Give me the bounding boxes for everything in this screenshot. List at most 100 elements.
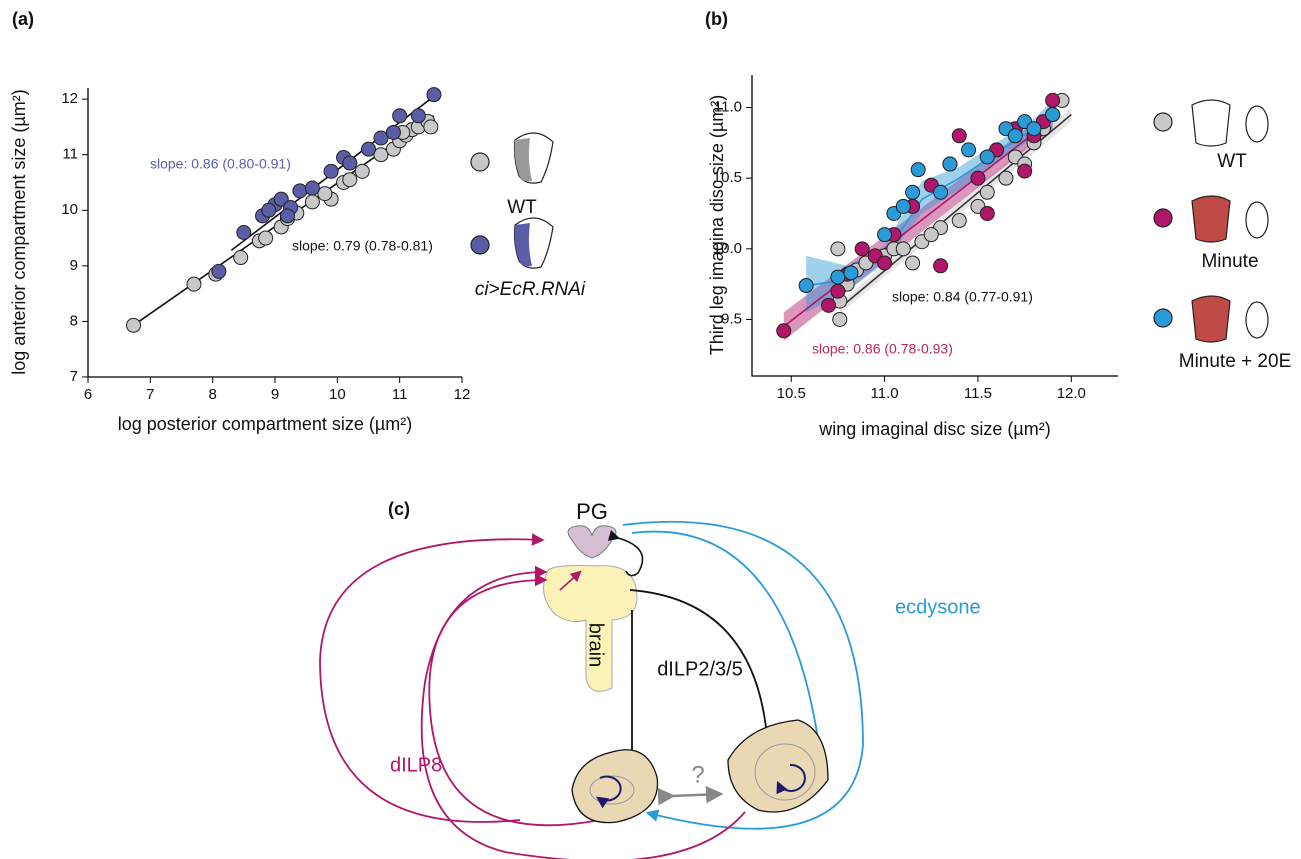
data-point — [236, 225, 252, 240]
data-point — [1017, 163, 1033, 179]
y-tick-label: 7 — [70, 368, 78, 385]
y-tick-label: 9.5 — [721, 310, 742, 327]
data-point — [186, 276, 202, 292]
data-point — [910, 162, 926, 178]
axis-line — [751, 75, 1118, 377]
data-point — [273, 191, 289, 207]
data-point — [373, 130, 389, 146]
slope-annotation: slope: 0.86 (0.80-0.91) — [150, 156, 291, 172]
y-axis-title: log anterior compartment size (µm²) — [9, 89, 29, 374]
data-point — [923, 227, 939, 243]
data-point — [979, 149, 995, 165]
data-point — [905, 184, 921, 200]
data-point — [410, 108, 426, 124]
legend-label: ci>EcR.RNAi — [475, 279, 586, 300]
legend-marker — [1153, 308, 1173, 328]
prothoracic-gland — [567, 525, 617, 559]
x-tick-label: 10 — [329, 386, 346, 403]
y-tick-label: 10.0 — [713, 240, 742, 257]
x-tick-label: 11 — [392, 386, 408, 403]
legend-label: Minute — [1201, 251, 1258, 272]
data-point — [361, 141, 376, 157]
x-tick-label: 12.0 — [1057, 385, 1086, 402]
legend-icons-a — [513, 132, 554, 269]
y-tick-label: 9 — [70, 257, 78, 274]
data-point — [854, 241, 870, 257]
data-point — [970, 170, 986, 186]
data-point — [979, 205, 995, 221]
y-tick-label: 11.0 — [714, 98, 742, 115]
data-point — [304, 194, 320, 210]
question-label: ? — [691, 761, 704, 788]
legend-marker — [470, 152, 490, 172]
legend-label: Minute + 20E — [1179, 351, 1292, 372]
pg-label: PG — [576, 499, 608, 524]
data-point — [342, 155, 358, 171]
ecdysone-label: ecdysone — [895, 596, 981, 618]
data-point — [979, 184, 995, 200]
legend-marker — [470, 235, 490, 255]
y-tick-label: 12 — [61, 90, 78, 107]
data-point — [258, 230, 274, 246]
data-point — [342, 172, 358, 188]
x-tick-label: 7 — [146, 386, 154, 403]
insulin-label: dILP2/3/5 — [657, 658, 743, 680]
slope-annotation: slope: 0.86 (0.78-0.93) — [812, 341, 953, 357]
panel-label: (a) — [12, 9, 34, 29]
legend-icons-b — [1191, 99, 1269, 343]
y-tick-label: 10.5 — [713, 169, 742, 186]
data-point — [776, 323, 792, 339]
slope-annotation: slope: 0.79 (0.78-0.81) — [292, 238, 433, 254]
data-point — [895, 241, 911, 257]
data-point — [423, 119, 439, 135]
y-axis-title: Third leg imagina disc size (µm²) — [707, 95, 727, 355]
data-point — [1007, 128, 1023, 144]
data-point — [961, 142, 977, 158]
data-point — [933, 258, 949, 274]
data-point — [126, 317, 142, 333]
slope-annotation: slope: 0.84 (0.77-0.91) — [892, 289, 1033, 305]
data-point — [998, 170, 1014, 186]
y-tick-label: 11 — [62, 146, 78, 163]
data-point — [821, 297, 837, 313]
data-point — [317, 186, 333, 202]
data-point — [951, 213, 967, 229]
x-axis-title: log posterior compartment size (µm²) — [118, 414, 412, 434]
data-point — [830, 283, 846, 299]
left-disc — [571, 749, 659, 824]
x-tick-label: 6 — [84, 386, 92, 403]
data-point — [292, 183, 308, 199]
data-point — [830, 269, 846, 285]
panel-label: (c) — [388, 499, 410, 519]
x-tick-label: 8 — [208, 386, 216, 403]
data-point — [1026, 121, 1042, 137]
x-tick-label: 12 — [454, 386, 471, 403]
data-point — [261, 202, 277, 218]
panel-label: (b) — [705, 9, 728, 29]
data-point — [830, 241, 846, 257]
brain-shape — [543, 565, 638, 692]
data-point — [1045, 92, 1061, 108]
data-point — [279, 208, 295, 224]
data-point — [877, 255, 893, 271]
data-point — [233, 250, 249, 266]
data-point — [942, 156, 958, 172]
data-point — [426, 87, 442, 103]
x-tick-label: 9 — [271, 386, 279, 403]
data-point — [385, 124, 401, 140]
data-point — [1045, 107, 1061, 123]
data-point — [843, 265, 859, 281]
legend-label: WT — [1217, 151, 1247, 172]
legend-marker — [1153, 112, 1173, 132]
data-point — [895, 198, 911, 214]
data-point — [798, 278, 814, 294]
data-point — [392, 108, 408, 124]
legend-marker — [1153, 208, 1173, 228]
x-tick-label: 11.0 — [871, 385, 899, 402]
legend-label: WT — [507, 197, 537, 218]
data-point — [905, 255, 921, 271]
x-axis-title: wing imaginal disc size (µm²) — [818, 419, 1050, 439]
x-tick-label: 10.5 — [777, 385, 806, 402]
data-point — [951, 128, 967, 144]
